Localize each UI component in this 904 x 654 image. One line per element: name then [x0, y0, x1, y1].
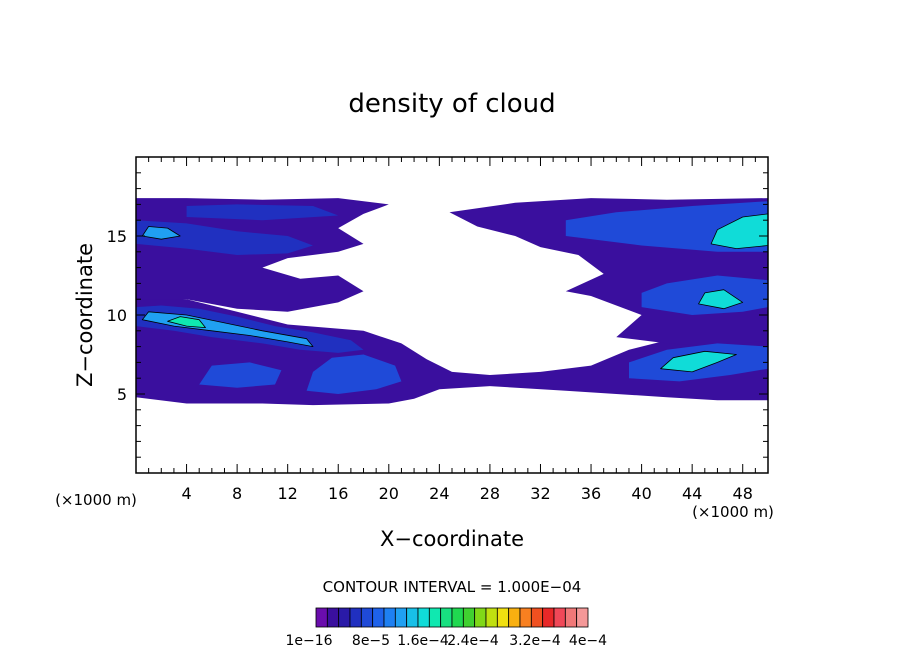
colorbar-swatch-15	[474, 607, 487, 628]
contour-region-17	[660, 350, 737, 373]
x-tick-labels: 4 8 12 16 20 24 28 32 36 40 44 48	[181, 484, 752, 503]
contour-region-9	[136, 220, 313, 255]
colorbar-swatch-16	[485, 607, 498, 628]
colorbar-swatch-17	[496, 607, 510, 628]
x-tick-label-40: 40	[631, 484, 651, 503]
contour-fill-layer	[136, 198, 768, 406]
colorbar-swatch-22	[553, 607, 566, 628]
x-unit-label-left: (×1000 m)	[55, 491, 137, 509]
colorbar	[315, 607, 589, 628]
colorbar-swatch-23	[564, 607, 578, 628]
y-tick-labels: 5 10 15	[107, 227, 127, 404]
colorbar-swatch-5	[360, 607, 374, 628]
contour-interval-text: CONTOUR INTERVAL = 1.000E−04	[323, 578, 582, 596]
y-axis-label: Z−coordinate	[73, 243, 97, 387]
contour-region-11	[186, 204, 339, 221]
x-tick-label-12: 12	[278, 484, 298, 503]
x-tick-label-32: 32	[530, 484, 550, 503]
y-tick-label-15: 15	[107, 227, 127, 246]
colorbar-label-6: 4e−4	[569, 633, 607, 649]
x-tick-label-8: 8	[232, 484, 242, 503]
x-tick-label-24: 24	[429, 484, 449, 503]
colorbar-label-3: 1.6e−4	[397, 633, 449, 649]
x-tick-label-16: 16	[328, 484, 348, 503]
colorbar-swatch-19	[519, 607, 532, 628]
x-tick-label-20: 20	[379, 484, 399, 503]
colorbar-swatch-14	[462, 607, 476, 628]
contour-region-7	[306, 354, 402, 394]
colorbar-swatch-3	[338, 607, 351, 628]
x-tick-label-28: 28	[480, 484, 500, 503]
x-tick-label-36: 36	[581, 484, 601, 503]
colorbar-swatch-7	[383, 607, 396, 628]
contour-region-6	[167, 316, 206, 329]
colorbar-label-5: 3.2e−4	[509, 633, 561, 649]
contour-region-10	[141, 226, 181, 240]
x-tick-label-44: 44	[682, 484, 702, 503]
colorbar-swatch-1	[315, 607, 328, 628]
colorbar-swatch-11	[428, 607, 442, 628]
colorbar-label-1: 1e−16	[285, 633, 332, 649]
x-tick-label-4: 4	[181, 484, 191, 503]
colorbar-swatch-24	[576, 607, 589, 628]
colorbar-swatch-9	[406, 607, 419, 628]
x-axis-label: X−coordinate	[380, 527, 524, 551]
colorbar-label-2: 8e−5	[352, 633, 390, 649]
contour-region-15	[698, 289, 744, 310]
x-tick-label-48: 48	[733, 484, 753, 503]
colorbar-labels: 1e−16 8e−5 1.6e−42.4e−4 3.2e−4 4e−4	[285, 633, 607, 649]
colorbar-swatch-10	[417, 607, 430, 628]
contour-region-8	[199, 362, 282, 388]
y-tick-label-10: 10	[107, 306, 127, 325]
axis-ticks	[136, 157, 768, 473]
chart-title: density of cloud	[348, 89, 555, 119]
x-unit-label-right: (×1000 m)	[692, 503, 774, 521]
colorbar-swatch-4	[349, 607, 362, 628]
contour-region-13	[710, 213, 768, 250]
colorbar-swatch-20	[530, 607, 544, 628]
y-tick-label-5: 5	[117, 385, 127, 404]
colorbar-swatch-6	[372, 607, 385, 628]
colorbar-swatch-21	[542, 607, 555, 628]
colorbar-swatch-2	[326, 607, 340, 628]
colorbar-label-4: 2.4e−4	[447, 633, 499, 649]
colorbar-swatch-12	[440, 607, 453, 628]
colorbar-swatch-8	[394, 607, 408, 628]
colorbar-swatch-18	[508, 607, 521, 628]
contour-region-1	[136, 296, 768, 406]
colorbar-swatch-13	[451, 607, 464, 628]
